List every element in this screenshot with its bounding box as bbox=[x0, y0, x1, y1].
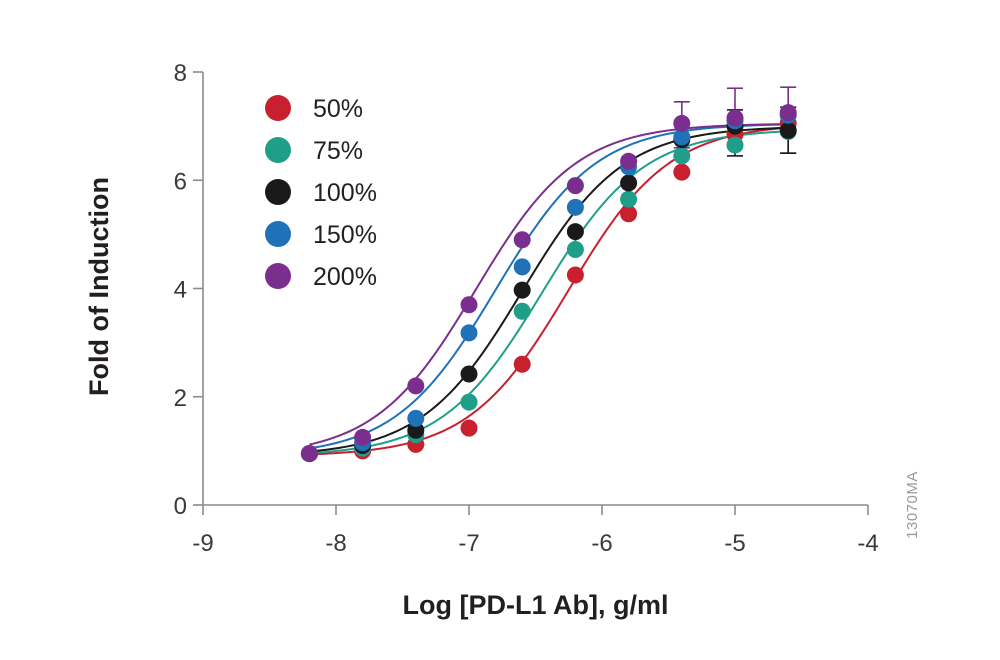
figure-code-watermark: 13070MA bbox=[904, 471, 921, 539]
legend-label-150: 150% bbox=[313, 221, 377, 249]
data-point-150 bbox=[673, 128, 691, 146]
data-point-100 bbox=[779, 121, 797, 139]
legend-label-75: 75% bbox=[313, 137, 363, 165]
axes bbox=[202, 72, 868, 506]
data-point-150 bbox=[513, 258, 531, 276]
y-tick-label: 2 bbox=[174, 385, 187, 412]
data-point-100 bbox=[513, 281, 531, 299]
legend-marker-100 bbox=[265, 179, 291, 205]
data-point-200 bbox=[460, 296, 478, 314]
y-axis-title: Fold of Induction bbox=[84, 177, 114, 396]
legend-marker-75 bbox=[265, 137, 291, 163]
y-tick-label: 4 bbox=[174, 277, 187, 304]
data-point-75 bbox=[620, 190, 638, 208]
fit-curve-75 bbox=[309, 130, 789, 455]
fit-curves bbox=[309, 123, 789, 456]
data-point-200 bbox=[779, 104, 797, 122]
data-point-200 bbox=[407, 377, 425, 395]
data-point-100 bbox=[566, 223, 584, 241]
data-point-150 bbox=[566, 198, 584, 216]
data-point-50 bbox=[460, 419, 478, 437]
data-point-150 bbox=[460, 324, 478, 342]
data-point-100 bbox=[620, 174, 638, 192]
fit-curve-50 bbox=[309, 126, 789, 456]
data-point-200 bbox=[354, 428, 372, 446]
legend: 50% 75% 100% 150% 200% bbox=[265, 95, 377, 291]
legend-label-50: 50% bbox=[313, 95, 363, 123]
data-point-50 bbox=[566, 266, 584, 284]
data-point-200 bbox=[566, 177, 584, 195]
data-point-200 bbox=[513, 231, 531, 249]
data-point-50 bbox=[673, 163, 691, 181]
y-ticks: 0 2 4 6 8 bbox=[174, 60, 203, 520]
fit-curve-150 bbox=[309, 123, 789, 450]
legend-label-100: 100% bbox=[313, 179, 377, 207]
x-tick-label: -7 bbox=[458, 530, 479, 557]
x-tick-label: -4 bbox=[857, 530, 878, 557]
x-axis-title: Log [PD-L1 Ab], g/ml bbox=[403, 590, 669, 620]
y-tick-label: 0 bbox=[174, 493, 187, 520]
x-ticks: -9 -8 -7 -6 -5 -4 bbox=[192, 505, 879, 557]
legend-marker-200 bbox=[265, 263, 291, 289]
fit-curve-200 bbox=[309, 123, 789, 446]
legend-marker-150 bbox=[265, 221, 291, 247]
data-points bbox=[300, 104, 797, 463]
data-point-50 bbox=[620, 205, 638, 223]
data-point-100 bbox=[407, 421, 425, 439]
data-point-75 bbox=[513, 302, 531, 320]
data-point-50 bbox=[513, 355, 531, 373]
data-point-200 bbox=[620, 152, 638, 170]
data-point-75 bbox=[566, 241, 584, 259]
data-point-75 bbox=[460, 393, 478, 411]
x-tick-label: -6 bbox=[591, 530, 612, 557]
y-tick-label: 6 bbox=[174, 168, 187, 195]
data-point-200 bbox=[726, 109, 744, 127]
data-point-200 bbox=[300, 445, 318, 463]
data-point-75 bbox=[726, 136, 744, 154]
data-point-75 bbox=[673, 147, 691, 165]
data-point-200 bbox=[673, 114, 691, 132]
x-tick-label: -9 bbox=[192, 530, 213, 557]
legend-label-200: 200% bbox=[313, 263, 377, 291]
fit-curve-100 bbox=[309, 126, 789, 453]
data-point-150 bbox=[407, 409, 425, 427]
x-tick-label: -5 bbox=[724, 530, 745, 557]
x-tick-label: -8 bbox=[325, 530, 346, 557]
legend-marker-50 bbox=[265, 95, 291, 121]
y-tick-label: 8 bbox=[174, 60, 187, 87]
data-point-100 bbox=[460, 365, 478, 383]
